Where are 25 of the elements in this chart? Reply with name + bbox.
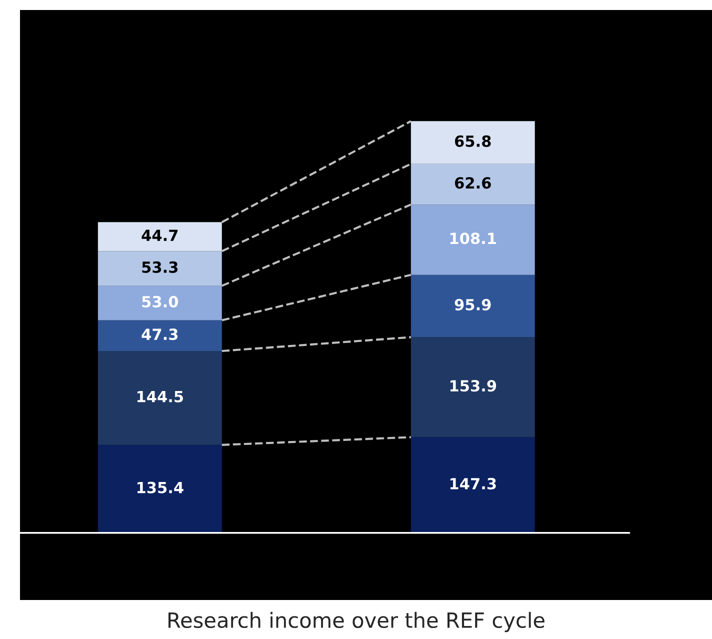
bar <box>410 121 535 164</box>
data-label: 53.3 <box>142 261 178 273</box>
data-label: 153.9 <box>450 380 496 392</box>
data-label: 47.3 <box>142 328 178 340</box>
bar <box>410 164 535 205</box>
bar <box>410 274 535 338</box>
bar <box>98 222 222 252</box>
data-label: 65.8 <box>454 135 491 147</box>
data-label: 147.3 <box>450 478 496 490</box>
bar <box>98 444 222 533</box>
bar <box>98 351 222 445</box>
text: Research income over the REF cycle <box>168 612 544 632</box>
data-label: 44.7 <box>142 230 178 241</box>
data-label: 108.1 <box>450 232 496 244</box>
bar <box>98 286 222 320</box>
bar <box>410 437 535 533</box>
bar <box>410 204 535 275</box>
data-label: 135.4 <box>137 482 184 494</box>
bar <box>98 320 222 352</box>
data-label: 95.9 <box>454 298 491 310</box>
data-label: 53.0 <box>142 296 178 308</box>
bar <box>98 251 222 286</box>
data-label: 144.5 <box>137 391 183 402</box>
bar <box>410 337 535 438</box>
data-label: 62.6 <box>454 177 491 189</box>
